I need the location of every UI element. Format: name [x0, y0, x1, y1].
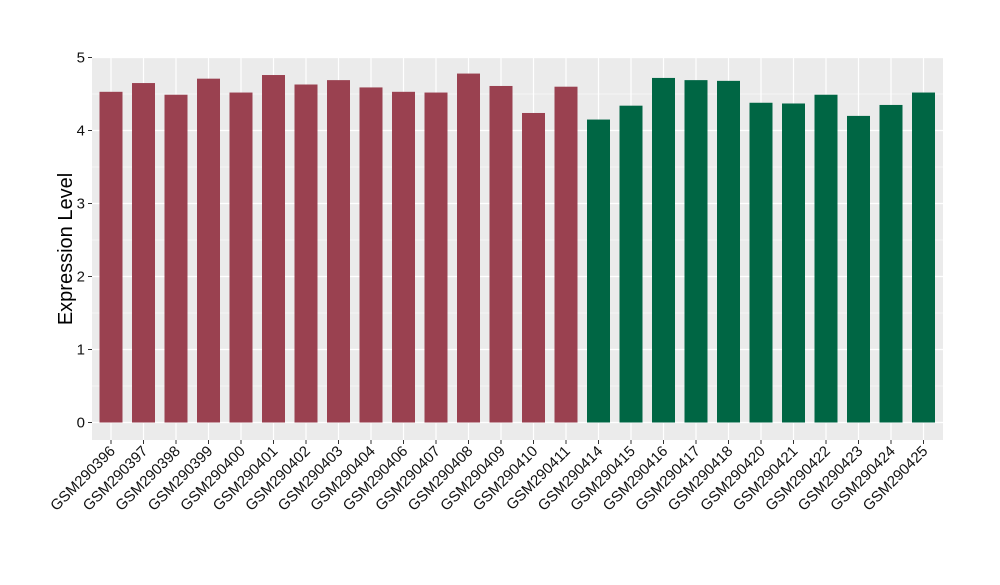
bar-GSM290402: [294, 84, 318, 423]
bar-GSM290425: [912, 92, 935, 423]
y-tick-label: 5: [77, 50, 85, 67]
bar-GSM290408: [457, 73, 480, 423]
bar-GSM290420: [749, 102, 773, 423]
bar-GSM290400: [229, 92, 253, 423]
bar-GSM290403: [327, 80, 350, 423]
bar-GSM290398: [164, 94, 188, 423]
bar-GSM290418: [717, 80, 740, 423]
bar-GSM290414: [587, 119, 610, 423]
bar-GSM290407: [424, 92, 448, 423]
bar-GSM290416: [652, 77, 675, 423]
y-tick-label: 3: [77, 196, 85, 213]
bar-GSM290411: [554, 86, 578, 423]
bar-GSM290401: [262, 75, 285, 423]
bar-GSM290424: [879, 104, 903, 423]
bar-GSM290410: [522, 112, 545, 423]
bar-GSM290399: [197, 78, 220, 423]
y-tick-label: 1: [77, 342, 85, 359]
bar-GSM290409: [489, 85, 513, 423]
bar-GSM290417: [684, 80, 708, 423]
bar-GSM290415: [619, 105, 643, 423]
y-tick-label: 4: [77, 123, 85, 140]
bar-GSM290423: [847, 115, 870, 423]
y-tick-label: 0: [77, 415, 85, 432]
bar-GSM290396: [99, 91, 123, 423]
bar-GSM290406: [392, 91, 415, 423]
y-axis: 0 1 2 3 4 5: [77, 50, 92, 432]
bars: [99, 73, 935, 423]
bar-GSM290421: [782, 103, 805, 423]
x-axis: GSM290396GSM290397GSM290398GSM290399GSM2…: [47, 440, 931, 514]
y-tick-label: 2: [77, 269, 85, 286]
bar-GSM290422: [814, 94, 838, 423]
bar-GSM290397: [132, 83, 155, 423]
bar-GSM290404: [359, 87, 383, 423]
y-axis-title: Expression Level: [55, 173, 77, 325]
